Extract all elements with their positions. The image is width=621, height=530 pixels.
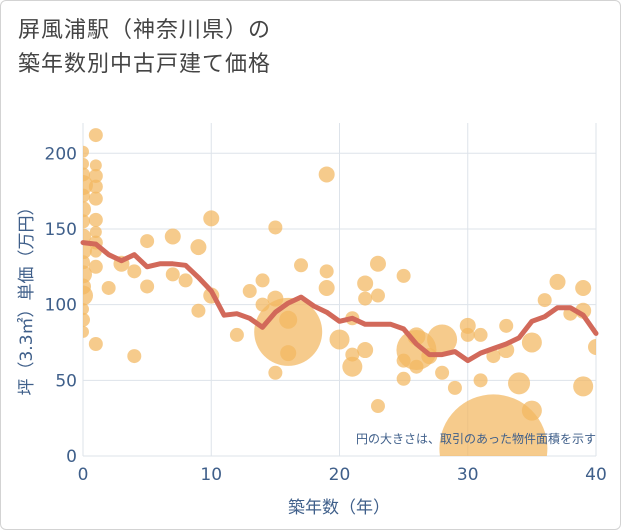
- bubble-point: [439, 394, 548, 456]
- x-tick-label: 10: [200, 465, 222, 485]
- size-note: 円の大きさは、取引のあった物件面積を示す: [356, 431, 596, 446]
- bubble-point: [140, 279, 155, 294]
- bubble-point: [83, 312, 90, 327]
- bubble-point: [357, 342, 374, 359]
- bubble-point: [88, 259, 103, 274]
- bubble-point: [473, 327, 488, 342]
- bubble-point: [473, 373, 488, 388]
- x-tick-label: 30: [457, 465, 479, 485]
- bubble-point: [318, 279, 335, 296]
- bubble-point: [575, 279, 592, 296]
- bubble-point: [229, 327, 244, 342]
- y-tick-label: 0: [66, 447, 77, 467]
- bubble-point: [83, 303, 89, 316]
- bubble-point: [88, 128, 103, 143]
- bubble-point: [255, 273, 270, 288]
- y-tick-label: 150: [45, 220, 77, 240]
- bubble-point: [396, 371, 411, 386]
- bubble-point: [190, 239, 207, 256]
- grid: [82, 123, 597, 457]
- bubble-point: [499, 318, 514, 333]
- bubble-point: [521, 400, 542, 421]
- bubble-point: [88, 179, 103, 194]
- bubble-point: [396, 268, 411, 283]
- x-axis-label: 築年数（年）: [288, 498, 390, 518]
- bubble-point: [88, 336, 103, 351]
- bubble-point: [83, 325, 89, 338]
- bubble-point: [537, 293, 552, 308]
- bubble-point: [329, 329, 350, 350]
- bubble-point: [127, 349, 142, 364]
- bubble-point: [268, 365, 283, 380]
- bubble-point: [319, 264, 334, 279]
- bubble-point: [83, 201, 91, 218]
- bubble-point: [242, 284, 257, 299]
- bubble-point: [83, 188, 90, 203]
- bubble-point: [447, 380, 462, 395]
- bubble-point: [89, 225, 102, 238]
- bubble-point: [83, 285, 93, 306]
- bubble-point: [427, 324, 458, 355]
- x-tick-labels: 0 10 20 30 40: [78, 465, 607, 485]
- x-tick-label: 40: [585, 465, 607, 485]
- bubble-point: [88, 191, 103, 206]
- bubble-point: [127, 264, 142, 279]
- bubble-point: [508, 372, 531, 395]
- bubble-point: [83, 214, 90, 229]
- bubble-point: [140, 234, 155, 249]
- bubble-point: [370, 399, 385, 414]
- bubble-point: [588, 339, 596, 356]
- bubble-point: [191, 303, 206, 318]
- bubble-point: [358, 291, 373, 306]
- x-tick-label: 0: [78, 465, 89, 485]
- bubble-point: [370, 288, 385, 303]
- bubble-point: [268, 220, 283, 235]
- bubble-point: [549, 273, 566, 290]
- chart-title-line-1: 屏風浦駅（神奈川県）の: [18, 18, 272, 43]
- bubble-point: [369, 255, 386, 272]
- bubble-point: [83, 145, 89, 158]
- bubbles: [83, 128, 596, 456]
- bubble-point: [279, 310, 298, 329]
- bubble-point: [164, 228, 181, 245]
- bubble-point: [88, 168, 103, 183]
- y-tick-label: 100: [45, 296, 77, 316]
- y-tick-label: 50: [55, 371, 77, 391]
- bubble-point: [486, 349, 501, 364]
- y-tick-labels: 0 50 100 150 200: [45, 144, 77, 467]
- trend-line: [80, 240, 599, 364]
- bubble-point: [318, 166, 335, 183]
- bubble-point: [165, 267, 180, 282]
- bubble-point: [83, 157, 89, 170]
- y-axis-label: 坪（3.3㎡）単価（万円）: [17, 198, 37, 395]
- y-tick-label: 200: [45, 144, 77, 164]
- bubble-point: [435, 365, 450, 380]
- x-tick-label: 20: [329, 465, 351, 485]
- bubble-point: [357, 275, 374, 292]
- chart-title-line-2: 築年数別中古戸建て価格: [18, 52, 272, 77]
- bubble-point: [294, 258, 309, 273]
- bubble-point: [203, 210, 220, 227]
- bubble-point: [521, 332, 542, 353]
- bubble-point: [460, 327, 475, 342]
- bubble-point: [280, 345, 297, 362]
- bubble-point: [178, 273, 193, 288]
- bubble-point: [89, 159, 102, 172]
- chart-title: 屏風浦駅（神奈川県）の 築年数別中古戸建て価格: [18, 14, 271, 82]
- bubble-point: [88, 212, 103, 227]
- bubble-point: [342, 356, 363, 377]
- bubble-point: [101, 280, 116, 295]
- bubble-point: [573, 376, 594, 397]
